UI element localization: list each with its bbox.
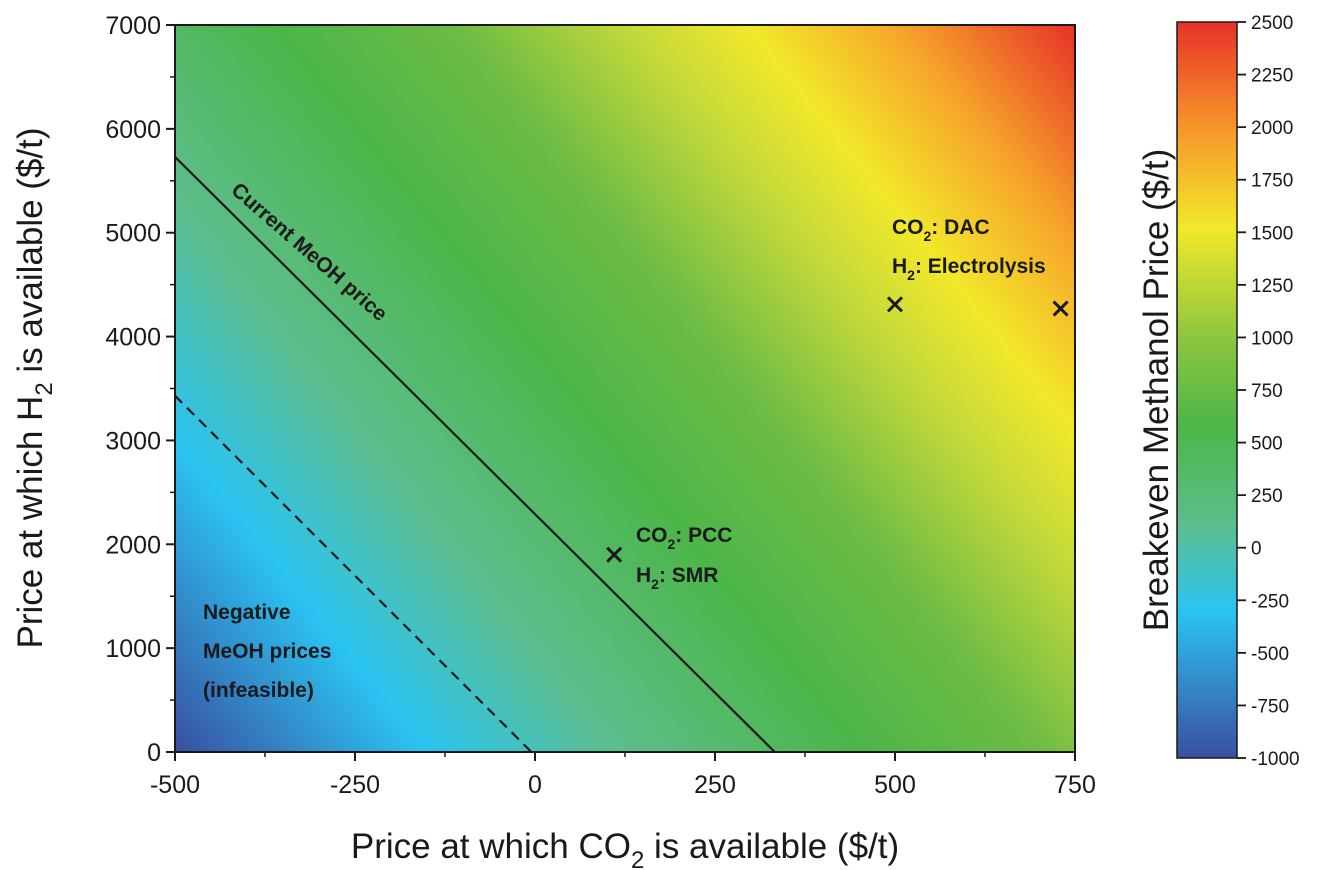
y-tick-label: 1000	[105, 635, 161, 663]
colorbar-tick-label: -1000	[1251, 749, 1300, 770]
y-tick-label: 3000	[105, 427, 161, 455]
colorbar-tick-label: 1000	[1251, 328, 1293, 349]
x-tick-label: 250	[694, 771, 736, 799]
y-tick-label: 7000	[105, 12, 161, 40]
negative-label-3: (infeasible)	[203, 679, 314, 702]
scenario-point-marker	[886, 296, 904, 313]
x-tick-label: 500	[874, 771, 916, 799]
y-tick-label: 0	[147, 739, 161, 767]
y-axis-title: Price at which H2 is available ($/t)	[11, 127, 58, 648]
colorbar-tick-label: 500	[1251, 434, 1283, 455]
y-tick-label: 5000	[105, 220, 161, 248]
scenario-point-marker	[606, 546, 623, 563]
colorbar	[1176, 21, 1238, 759]
colorbar-tick-label: 1750	[1251, 171, 1293, 192]
x-axis-title: Price at which CO2 is available ($/t)	[351, 827, 899, 870]
colorbar-tick-label: 1500	[1251, 223, 1293, 244]
y-tick-label: 4000	[105, 324, 161, 352]
colorbar-tick-label: 2000	[1251, 118, 1293, 139]
x-tick-label: 0	[528, 771, 542, 799]
negative-label-2: MeOH prices	[203, 640, 331, 663]
colorbar-tick-label: 2250	[1251, 66, 1293, 87]
x-tick-label: -500	[150, 771, 200, 799]
x-tick-label: 750	[1054, 771, 1096, 799]
scenario-point-marker	[1052, 300, 1069, 317]
colorbar-tick-label: -250	[1251, 591, 1289, 612]
y-tick-label: 6000	[105, 116, 161, 144]
colorbar-tick-label: 1250	[1251, 276, 1293, 297]
colorbar-tick-label: 2500	[1251, 13, 1293, 34]
negative-label-1: Negative	[203, 601, 291, 624]
colorbar-tick-label: -500	[1251, 644, 1289, 665]
colorbar-title: Breakeven Methanol Price ($/t)	[1137, 149, 1176, 631]
current-meoh-price-line	[175, 156, 776, 752]
colorbar-tick-label: 750	[1251, 381, 1283, 402]
colorbar-tick-label: 250	[1251, 486, 1283, 507]
colorbar-tick-label: 0	[1251, 539, 1262, 560]
colorbar-tick-label: -750	[1251, 696, 1289, 717]
y-tick-label: 2000	[105, 531, 161, 559]
x-tick-label: -250	[330, 771, 380, 799]
heatmap-field	[175, 25, 1075, 752]
